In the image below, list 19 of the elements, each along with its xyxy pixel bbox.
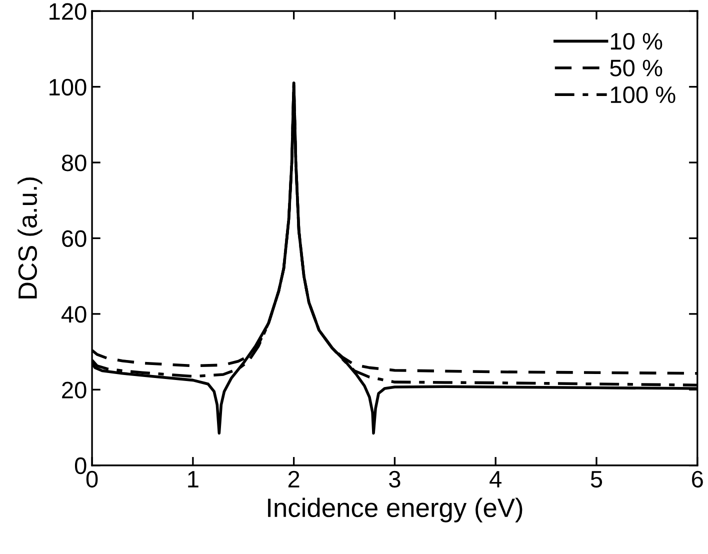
y-tick-label: 60 [62,230,86,248]
x-tick-label: 5 [590,471,602,488]
y-tick-label: 120 [50,3,86,20]
x-tick-label: 3 [389,470,400,488]
y-tick-label: 0 [74,457,86,474]
legend-label: 50 % [610,60,662,76]
y-tick-label: 20 [62,382,86,398]
legend-label: 10 % [610,32,662,50]
x-axis-title: Incidence energy (eV) [268,498,522,522]
x-tick-label: 4 [490,471,502,488]
x-tick-label: 1 [188,471,198,488]
y-tick-label: 40 [61,306,86,323]
x-tick-label: 6 [692,470,703,488]
y-tick-label: 100 [50,78,86,96]
x-tick-label: 0 [86,470,98,488]
x-tick-label: 2 [288,470,300,488]
legend-label: 100 % [610,86,676,104]
y-tick-label: 80 [62,154,86,172]
y-axis-title: DCS (a.u.) [18,178,42,298]
